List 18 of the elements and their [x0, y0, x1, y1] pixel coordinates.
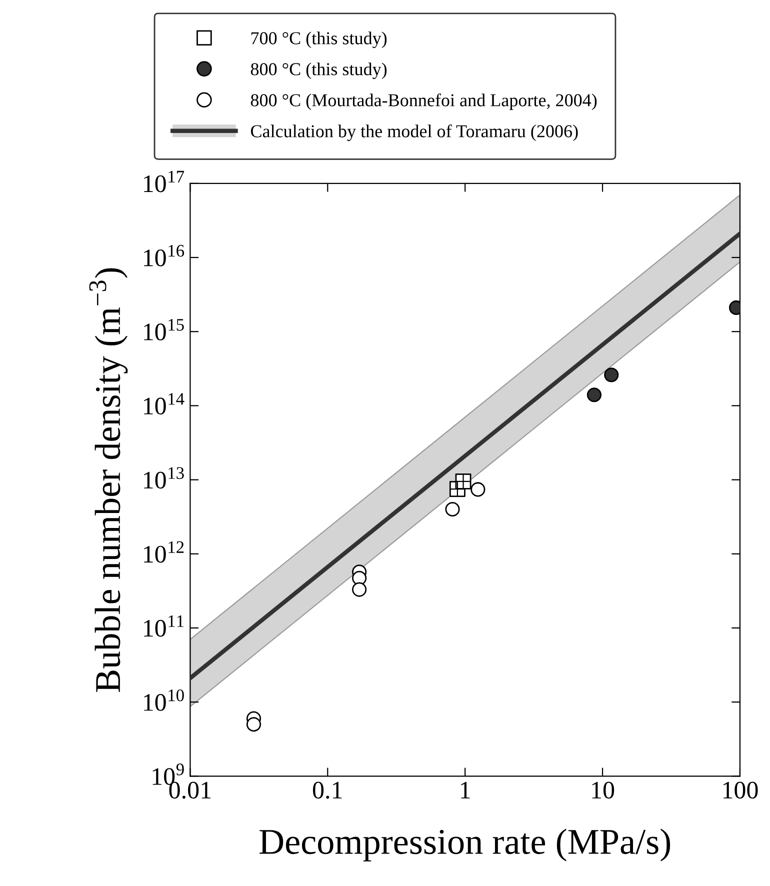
y-tick-label: 10$^{14}$ — [144, 393, 184, 414]
y-tick-label: 10$^{12}$ — [144, 541, 184, 563]
legend-label: 800 °C (this study) — [250, 62, 387, 80]
y-tick-label: 10$^{17}$ — [144, 170, 184, 192]
legend-label: 700 °C (this study) — [251, 32, 387, 48]
y-tick-label: 10$^{16}$ — [144, 244, 184, 266]
y-tick-label: 10$^{10}$ — [144, 689, 184, 711]
x-tick-label: 1 — [461, 782, 470, 798]
y-tick-label: 10$^{11}$ — [144, 615, 184, 637]
x-tick-label: 0.1 — [312, 782, 342, 799]
y-tick-label: 10$^{15}$ — [144, 319, 184, 340]
y-axis-title: Bubble number density (m$^{−3}$) — [89, 268, 128, 692]
legend-label: 800 °C (Mourtada-Bonnefoi and Laporte, 2004) — [250, 93, 597, 110]
legend-label: Calculation by the model of Toramaru (2006) — [250, 124, 578, 142]
x-tick-label: 100 — [723, 782, 758, 799]
x-axis-title: Decompression rate (MPa/s) — [260, 828, 670, 862]
x-tick-label: 10 — [592, 782, 614, 799]
y-tick-label: 10$^{13}$ — [144, 467, 184, 489]
